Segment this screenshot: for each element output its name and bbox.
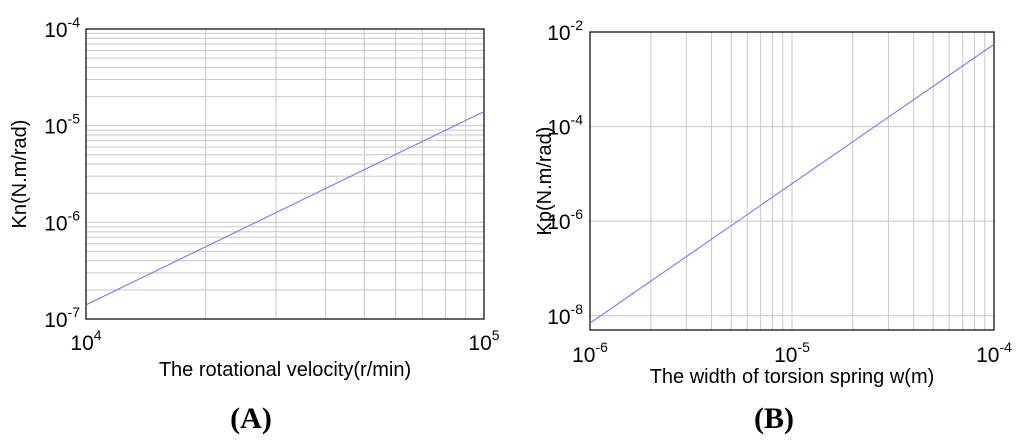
panel-label: (B) (754, 402, 794, 435)
plot-frame (85, 28, 485, 320)
x-axis-label: The width of torsion spring w(m) (650, 366, 935, 388)
plot-frame (589, 31, 995, 331)
x-tick-label: 10-5 (774, 339, 810, 367)
y-axis-label: Kp(N.m/rad) (534, 127, 556, 236)
x-tick-label: 10-6 (572, 339, 608, 367)
grid (590, 32, 994, 330)
panel-label: (A) (230, 402, 272, 435)
grid (86, 29, 484, 319)
y-tick-label: 10-6 (547, 206, 583, 234)
y-tick-label: 10-7 (44, 304, 80, 332)
series-line-1 (85, 111, 485, 306)
y-tick-label: 10-8 (547, 301, 583, 329)
y-tick-label: 10-4 (44, 14, 80, 42)
y-tick-label: 10-5 (44, 111, 80, 139)
x-axis-label: The rotational velocity(r/min) (159, 359, 411, 381)
x-tick-label: 105 (468, 327, 499, 355)
chart-panel-a: 104 105 10-7 10-6 10-5 10-4 The rotational vel… (9, 14, 500, 435)
series-line-1 (589, 43, 995, 324)
y-tick-label: 10-2 (547, 17, 583, 45)
y-tick-label: 10-6 (44, 207, 80, 235)
x-tick-label: 10-4 (976, 339, 1012, 367)
x-tick-label: 104 (70, 327, 101, 355)
y-axis-label: Kn(N.m/rad) (9, 120, 31, 229)
y-tick-label: 10-4 (547, 112, 583, 140)
chart-panel-b: 10-6 10-5 10-4 10-8 10-6 10-4 10-2 The width of… (534, 17, 1012, 435)
